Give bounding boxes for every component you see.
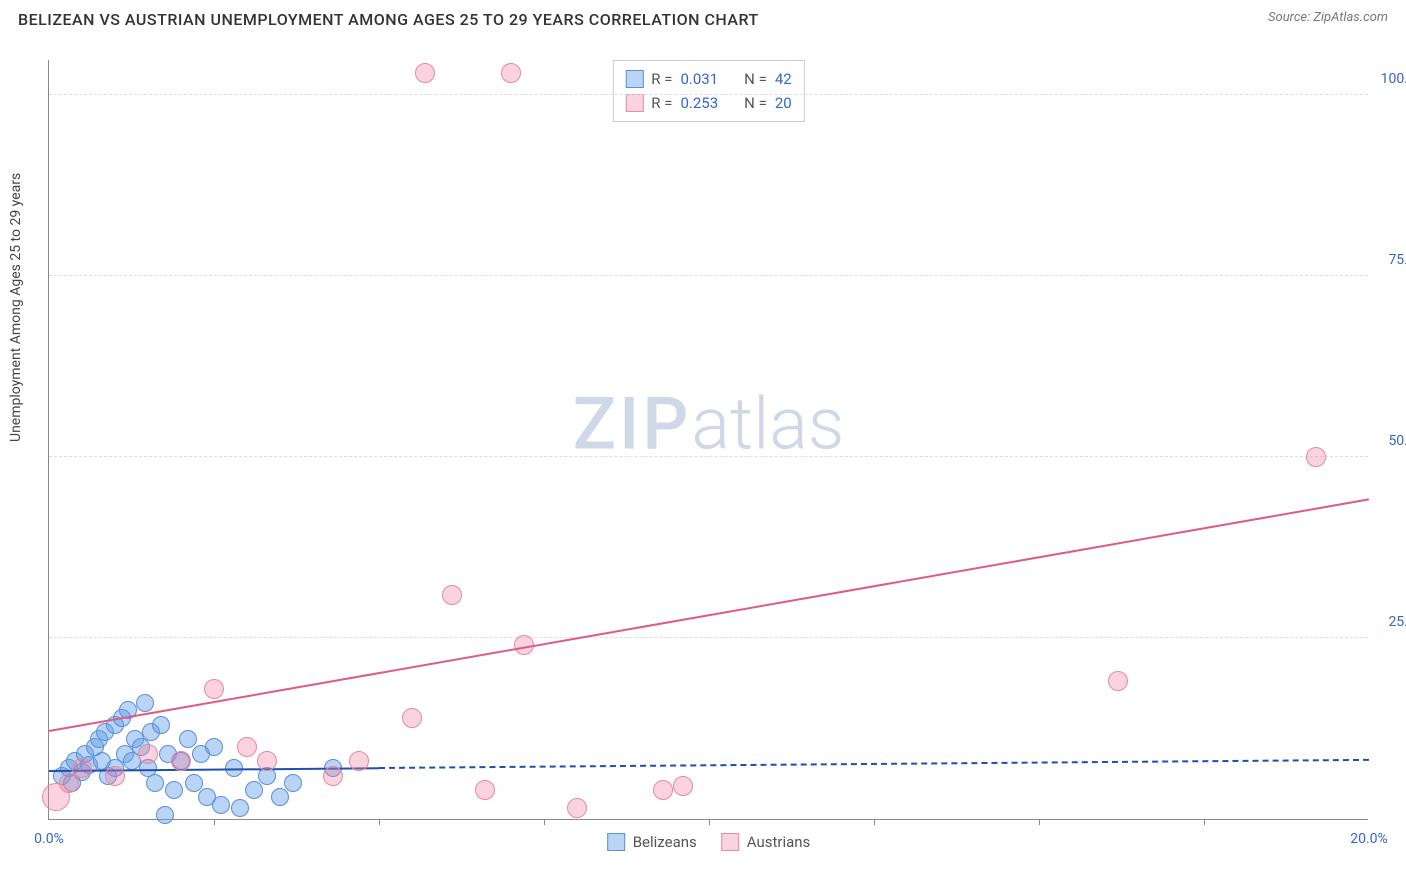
belizean-point: [271, 788, 289, 806]
x-tick-label: 0.0%: [34, 831, 64, 847]
legend-swatch: [607, 833, 625, 851]
x-minor-tick: [1204, 819, 1205, 825]
grid-line: [49, 94, 1368, 95]
belizean-point: [231, 799, 249, 817]
chart-container: Unemployment Among Ages 25 to 29 years Z…: [0, 42, 1406, 892]
x-tick-label: 20.0%: [1350, 831, 1388, 847]
austrian-point: [138, 744, 158, 764]
austrian-point: [257, 751, 277, 771]
x-minor-tick: [874, 819, 875, 825]
austrian-point: [323, 766, 343, 786]
belizean-point: [165, 781, 183, 799]
series-label: Belizeans: [633, 833, 697, 851]
austrian-point: [72, 758, 92, 778]
belizean-point: [284, 774, 302, 792]
x-minor-tick: [1039, 819, 1040, 825]
y-tick-label: 100.0%: [1374, 71, 1406, 87]
legend-swatch: [721, 833, 739, 851]
plot-area: ZIPatlas R =0.031N =42R =0.253N =20 Beli…: [48, 60, 1368, 820]
correlation-legend-row: R = 0.031 N = 42: [625, 67, 791, 91]
series-legend-item: Belizeans: [607, 833, 697, 851]
x-minor-tick: [379, 819, 380, 825]
series-legend: Belizeans Austrians: [607, 833, 811, 851]
chart-title: BELIZEAN VS AUSTRIAN UNEMPLOYMENT AMONG …: [18, 10, 759, 29]
austrian-point: [105, 766, 125, 786]
austrian-point: [415, 63, 435, 83]
austrian-point: [567, 798, 587, 818]
y-tick-label: 50.0%: [1374, 433, 1406, 449]
belizean-point: [156, 806, 174, 824]
watermark: ZIPatlas: [573, 382, 845, 467]
austrian-point: [475, 780, 495, 800]
y-axis-label: Unemployment Among Ages 25 to 29 years: [8, 173, 24, 442]
belizean-trend-dashed: [379, 759, 1369, 769]
belizean-point: [212, 796, 230, 814]
austrian-point: [501, 63, 521, 83]
austrian-point: [204, 679, 224, 699]
belizean-point: [146, 774, 164, 792]
x-minor-tick: [544, 819, 545, 825]
title-bar: BELIZEAN VS AUSTRIAN UNEMPLOYMENT AMONG …: [0, 0, 1406, 35]
n-value: 42: [775, 67, 792, 91]
austrian-point: [402, 708, 422, 728]
belizean-point: [245, 781, 263, 799]
grid-line: [49, 456, 1368, 457]
grid-line: [49, 275, 1368, 276]
austrian-point: [1306, 447, 1326, 467]
r-label: R =: [651, 67, 672, 91]
austrian-point: [1108, 671, 1128, 691]
belizean-point: [152, 716, 170, 734]
legend-swatch: [625, 70, 643, 88]
x-minor-tick: [214, 819, 215, 825]
austrian-point: [349, 751, 369, 771]
x-minor-tick: [709, 819, 710, 825]
y-tick-label: 75.0%: [1374, 252, 1406, 268]
legend-swatch: [625, 94, 643, 112]
series-legend-item: Austrians: [721, 833, 811, 851]
y-tick-label: 25.0%: [1374, 614, 1406, 630]
r-value: 0.031: [680, 67, 718, 91]
austrian-point: [673, 776, 693, 796]
austrian-point: [237, 737, 257, 757]
belizean-point: [179, 730, 197, 748]
belizean-point: [205, 738, 223, 756]
grid-line: [49, 637, 1368, 638]
austrian-point: [442, 585, 462, 605]
source-label: Source: ZipAtlas.com: [1268, 10, 1388, 25]
correlation-legend: R =0.031N =42R =0.253N =20: [612, 60, 804, 122]
austrian-point: [653, 780, 673, 800]
belizean-point: [185, 774, 203, 792]
austrian-point: [171, 751, 191, 771]
belizean-point: [136, 694, 154, 712]
n-label: N =: [744, 67, 767, 91]
series-label: Austrians: [747, 833, 811, 851]
austrian-trend: [49, 499, 1369, 733]
